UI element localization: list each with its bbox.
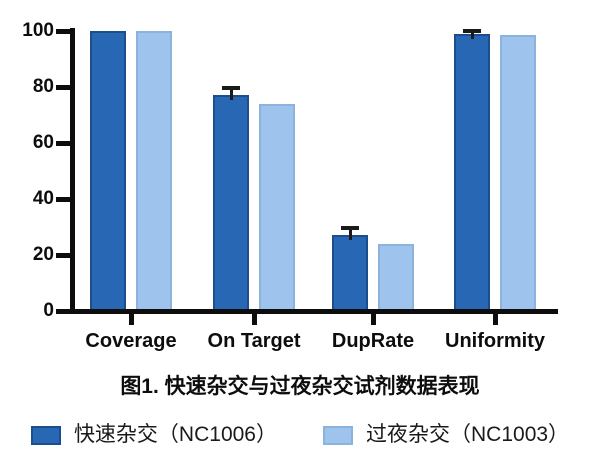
x-category-label: Uniformity bbox=[445, 330, 545, 352]
bar-series2-on-target bbox=[259, 103, 295, 312]
error-bar-cap bbox=[341, 226, 359, 231]
bar-series1-coverage bbox=[90, 31, 126, 312]
x-category-label: Coverage bbox=[85, 330, 177, 352]
error-bar bbox=[229, 88, 233, 101]
y-tick bbox=[56, 28, 72, 34]
y-tick-label: 60 bbox=[32, 132, 54, 153]
y-tick-label: 40 bbox=[32, 188, 54, 209]
y-tick-label: 80 bbox=[32, 76, 54, 97]
x-category-label: DupRate bbox=[331, 330, 415, 352]
bar-series2-duprate bbox=[378, 243, 414, 312]
legend: 快速杂交（NC1006） 过夜杂交（NC1003） bbox=[0, 423, 600, 447]
x-tick bbox=[370, 314, 376, 325]
bar-series1-duprate bbox=[332, 235, 368, 312]
y-tick bbox=[56, 84, 72, 90]
x-axis-line bbox=[70, 309, 558, 314]
legend-swatch-series2 bbox=[323, 425, 353, 445]
y-tick bbox=[56, 140, 72, 146]
error-bar-cap bbox=[222, 86, 240, 91]
x-tick bbox=[251, 314, 257, 325]
y-axis-line bbox=[70, 28, 75, 314]
y-tick-label: 20 bbox=[32, 244, 54, 265]
error-bar bbox=[470, 31, 474, 39]
x-tick bbox=[128, 314, 134, 325]
x-category-label: On Target bbox=[207, 330, 301, 352]
error-bar bbox=[348, 228, 352, 241]
x-tick bbox=[492, 314, 498, 325]
y-tick bbox=[56, 196, 72, 202]
y-tick bbox=[56, 308, 72, 314]
y-tick bbox=[56, 252, 72, 258]
legend-swatch-series1 bbox=[30, 425, 61, 445]
y-tick-label: 0 bbox=[43, 300, 54, 321]
error-bar-cap bbox=[463, 29, 481, 33]
legend-label-series2: 过夜杂交（NC1003） bbox=[366, 423, 570, 446]
bar-series1-on-target bbox=[213, 95, 249, 312]
y-tick-label: 100 bbox=[22, 20, 54, 41]
bar-series1-uniformity bbox=[454, 33, 490, 312]
legend-item-series2: 过夜杂交（NC1003） bbox=[323, 423, 569, 447]
chart-title: 图1. 快速杂交与过夜杂交试剂数据表现 bbox=[120, 375, 480, 398]
legend-label-series1: 快速杂交（NC1006） bbox=[73, 423, 277, 446]
legend-item-series1: 快速杂交（NC1006） bbox=[30, 423, 277, 447]
bar-series2-uniformity bbox=[500, 35, 536, 312]
bar-series2-coverage bbox=[136, 31, 172, 312]
